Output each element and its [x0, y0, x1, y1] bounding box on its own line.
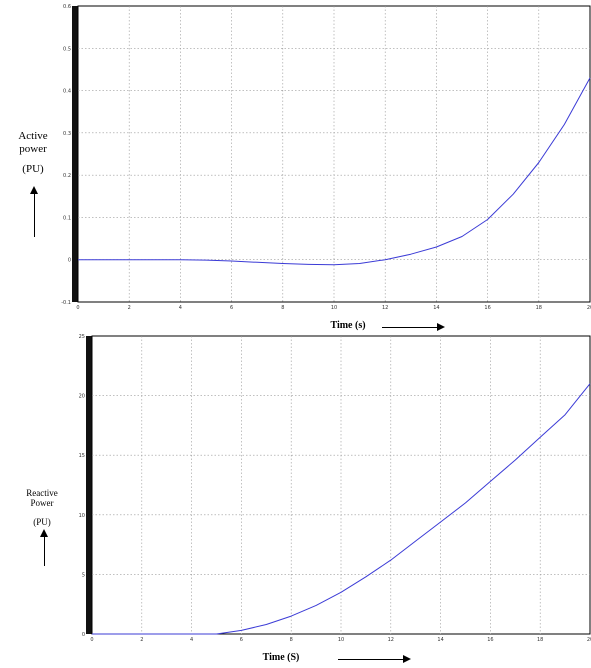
active-power-right-arrow — [382, 323, 445, 331]
chart0-ytick-6: 0.5 — [63, 46, 71, 52]
chart1-xtick-5: 10 — [338, 637, 344, 643]
chart0-xtick-3: 6 — [230, 305, 233, 311]
chart0-ytick-4: 0.3 — [63, 131, 71, 137]
chart0-ytick-2: 0.1 — [63, 215, 71, 221]
chart1-xtick-9: 18 — [537, 637, 543, 643]
chart1-ytick-2: 10 — [79, 513, 85, 519]
chart0-series-line-0 — [78, 77, 591, 266]
chart0-xtick-4: 8 — [281, 305, 284, 311]
active-power-ylabel-line3: (PU) — [22, 163, 44, 176]
chart0-xtick-9: 18 — [536, 305, 542, 311]
reactive-power-chart: 0 2 4 6 8 10 12 14 16 18 20 0 5 10 15 20 25 — [79, 334, 591, 643]
chart0-ytick-0: -0.1 — [61, 300, 71, 306]
chart1-ytick-4: 20 — [79, 394, 85, 400]
chart0-xtick-2: 4 — [179, 305, 182, 311]
reactive-power-right-arrow — [338, 655, 411, 663]
chart0-xtick-8: 16 — [484, 305, 490, 311]
active-power-xlabel: Time (s) — [330, 320, 366, 331]
chart1-xtick-4: 8 — [290, 637, 293, 643]
reactive-power-up-arrow — [40, 529, 48, 566]
chart1-ytick-3: 15 — [79, 453, 85, 459]
chart0-xtick-7: 14 — [433, 305, 439, 311]
chart0-ytick-7: 0.6 — [63, 4, 71, 10]
active-power-ylabel-line2: power — [19, 142, 47, 155]
chart0-left-frame — [72, 6, 78, 302]
active-power-ylabel: Active power (PU) — [4, 130, 62, 176]
chart0-ytick-1: 0 — [68, 258, 71, 264]
chart0-xtick-0: 0 — [76, 305, 79, 311]
chart1-ytick-1: 5 — [82, 572, 85, 578]
chart1-xtick-7: 14 — [437, 637, 443, 643]
chart1-left-frame — [86, 336, 92, 634]
chart0-xtick-10: 20 — [587, 305, 591, 311]
chart1-xtick-6: 12 — [388, 637, 394, 643]
chart1-xtick-8: 16 — [487, 637, 493, 643]
chart1-xtick-1: 2 — [140, 637, 143, 643]
active-power-chart: 0 2 4 6 8 10 12 14 16 18 20 -0.1 0 0.1 0.2 0.3 0.4 0.5 0.6 — [61, 4, 591, 311]
chart1-ytick-5: 25 — [79, 334, 85, 340]
active-power-ylabel-line1: Active — [18, 130, 48, 142]
chart0-xtick-1: 2 — [128, 305, 131, 311]
chart1-series-line-0 — [92, 383, 591, 635]
chart1-xtick-0: 0 — [90, 637, 93, 643]
chart0-ytick-5: 0.4 — [63, 89, 71, 95]
chart1-xtick-2: 4 — [190, 637, 193, 643]
chart0-ytick-3: 0.2 — [63, 173, 71, 179]
reactive-power-ylabel-line3: (PU) — [33, 516, 51, 527]
chart0-xtick-5: 10 — [331, 305, 337, 311]
reactive-power-xlabel: Time (S) — [262, 652, 300, 663]
reactive-power-ylabel-line2: Power — [30, 498, 54, 509]
active-power-up-arrow — [30, 186, 38, 237]
chart1-xtick-3: 6 — [240, 637, 243, 643]
reactive-power-ylabel-line1: Reactive — [26, 488, 58, 498]
chart1-ytick-0: 0 — [82, 632, 85, 638]
chart0-xtick-6: 12 — [382, 305, 388, 311]
chart1-xtick-10: 20 — [587, 637, 591, 643]
reactive-power-ylabel: Reactive Power (PU) — [6, 488, 78, 527]
